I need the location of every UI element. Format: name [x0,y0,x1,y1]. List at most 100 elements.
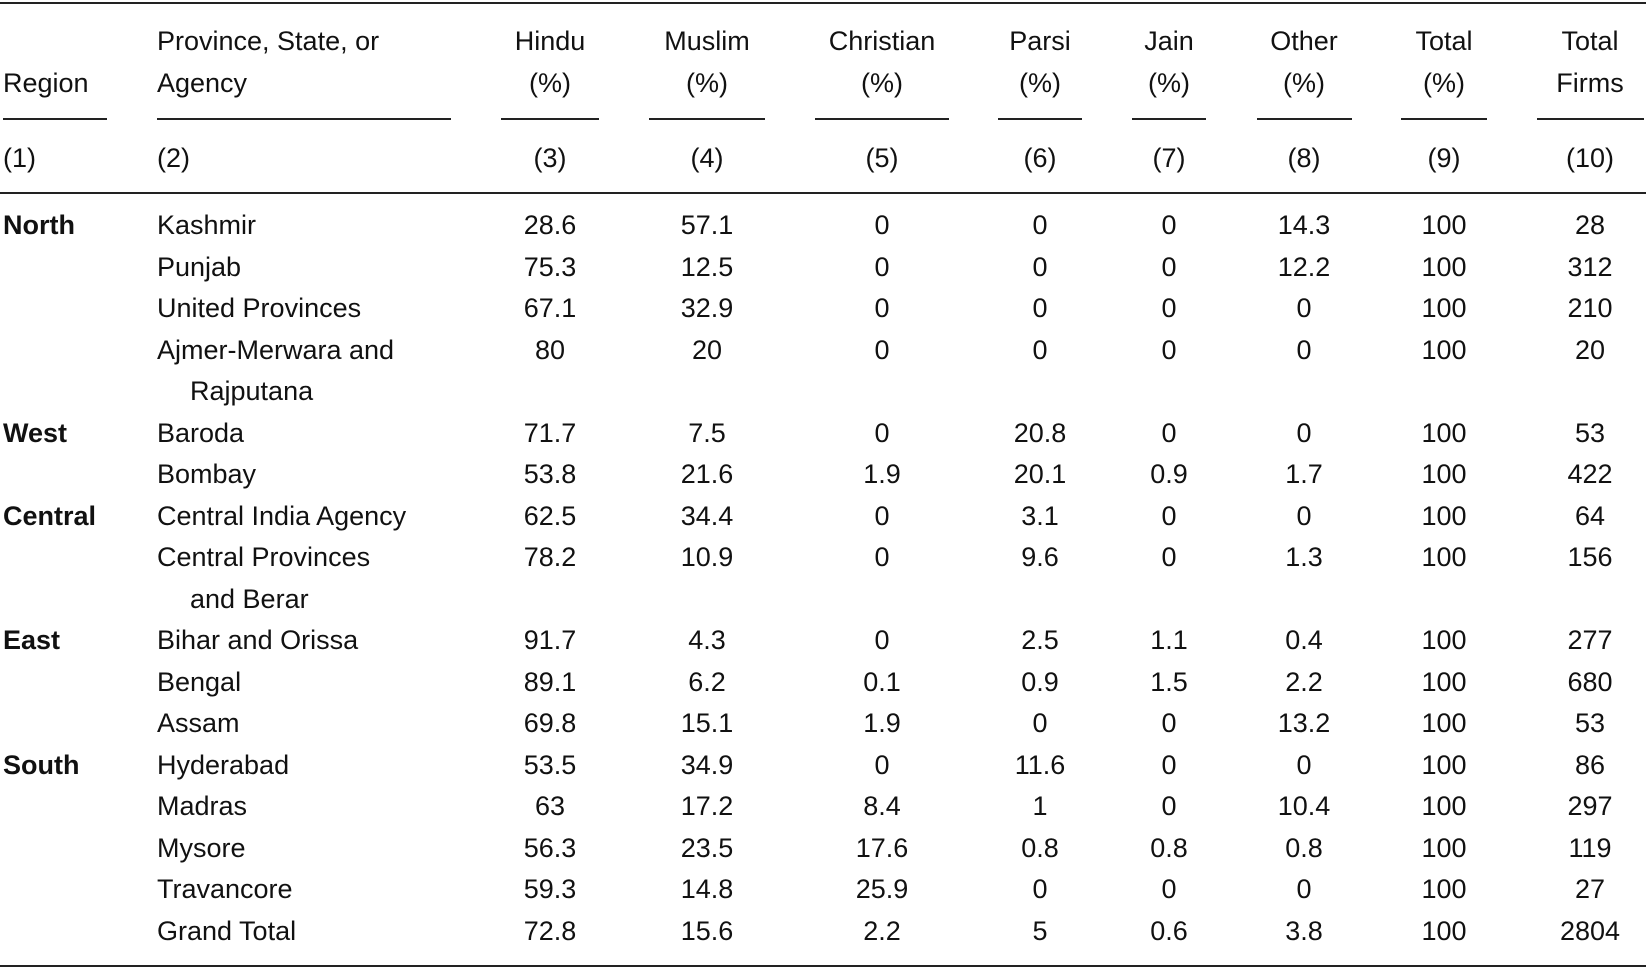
header-rule [0,192,1646,194]
region: North [3,210,75,240]
province: Assam [157,708,240,738]
cell: 422 [1567,459,1613,489]
cell: 14.3 [1277,210,1331,240]
cell: 100 [1421,459,1467,489]
region: South [3,749,80,780]
cell: 0.9 [1021,666,1059,697]
cell: 100 [1421,874,1467,904]
cell: 80 [534,334,566,365]
cell: 1 [1032,791,1048,821]
header: Hindu [514,26,586,57]
cell: 0 [1032,251,1048,282]
header: Total [1561,26,1619,57]
cell: 7.5 [688,417,726,448]
header-underline [1536,118,1644,120]
cell: 10.4 [1277,791,1331,821]
cell: 0 [874,334,890,365]
header: Agency [157,68,248,99]
header: Other [1270,26,1338,57]
cell: 0 [1032,874,1048,904]
cell: 1.5 [1150,666,1188,697]
cell: 23.5 [680,832,734,863]
cell: 2.2 [863,915,901,946]
cell: 13.2 [1277,708,1331,738]
cell: 0 [1032,293,1048,323]
cell: 100 [1421,251,1467,282]
header-underline [1132,118,1206,120]
header-underline [3,118,107,120]
cell: 0 [1161,210,1177,240]
column-number: (6) [1023,143,1057,174]
cell: 2804 [1559,915,1621,946]
cell: 53.5 [523,749,577,780]
cell: 91.7 [523,625,577,655]
cell: 0.8 [1150,832,1188,863]
province: Bengal [157,666,242,697]
header: Christian [828,26,936,57]
province: Punjab [157,251,242,282]
cell: 1.9 [863,708,901,738]
cell: 0 [874,749,890,780]
cell: 312 [1567,251,1613,282]
cell: 32.9 [680,293,734,323]
cell: 9.6 [1021,542,1059,572]
column-number: (4) [690,143,724,174]
cell: 1.7 [1285,459,1323,489]
cell: 20 [1574,334,1606,365]
header: Parsi [1009,26,1071,57]
cell: 53 [1574,417,1606,448]
cell: 0 [1296,417,1312,448]
cell: 1.3 [1285,542,1323,572]
cell: 27 [1574,874,1606,904]
cell: 8.4 [863,791,901,821]
cell: 1.1 [1150,625,1188,655]
column-number: (5) [865,143,899,174]
cell: 71.7 [523,417,577,448]
header: Region [3,68,89,99]
header-underline [1256,118,1352,120]
cell: 53 [1574,708,1606,738]
cell: 0 [1161,874,1177,904]
province: Kashmir [157,210,257,240]
cell: 53.8 [523,459,577,489]
cell: 0 [1161,334,1177,365]
header: (%) [1283,68,1325,99]
cell: 0 [874,210,890,240]
header-underline [998,118,1082,120]
header-underline [501,118,599,120]
cell: 119 [1568,832,1612,863]
cell: 680 [1567,666,1613,697]
cell: 0 [1161,791,1177,821]
header: (%) [529,68,571,99]
cell: 277 [1567,625,1613,655]
cell: 12.5 [680,251,734,282]
cell: 100 [1421,791,1467,821]
cell: 0 [874,251,890,282]
column-number: (7) [1152,143,1186,174]
province: Baroda [157,417,245,448]
cell: 4.3 [688,625,726,655]
cell: 0 [1161,500,1177,531]
province: Madras [157,791,248,821]
cell: 100 [1421,666,1467,697]
cell: 86 [1574,749,1606,780]
cell: 100 [1421,293,1467,323]
cell: 156 [1567,542,1613,572]
cell: 6.2 [688,666,726,697]
cell: 20 [691,334,723,365]
province: Ajmer-Merwara and Rajputana [157,334,395,407]
cell: 0 [1161,749,1177,780]
header-underline [1401,118,1487,120]
province: Mysore [157,832,246,863]
header: (%) [861,68,903,99]
cell: 0 [874,542,890,572]
bottom-rule [0,965,1646,967]
cell: 0 [1296,334,1312,365]
cell: 12.2 [1277,251,1331,282]
cell: 17.2 [680,791,734,821]
cell: 64 [1574,500,1606,531]
province: United Provinces [157,293,362,323]
cell: 25.9 [855,874,909,904]
cell: 0.8 [1285,832,1323,863]
column-number: (9) [1427,143,1461,174]
